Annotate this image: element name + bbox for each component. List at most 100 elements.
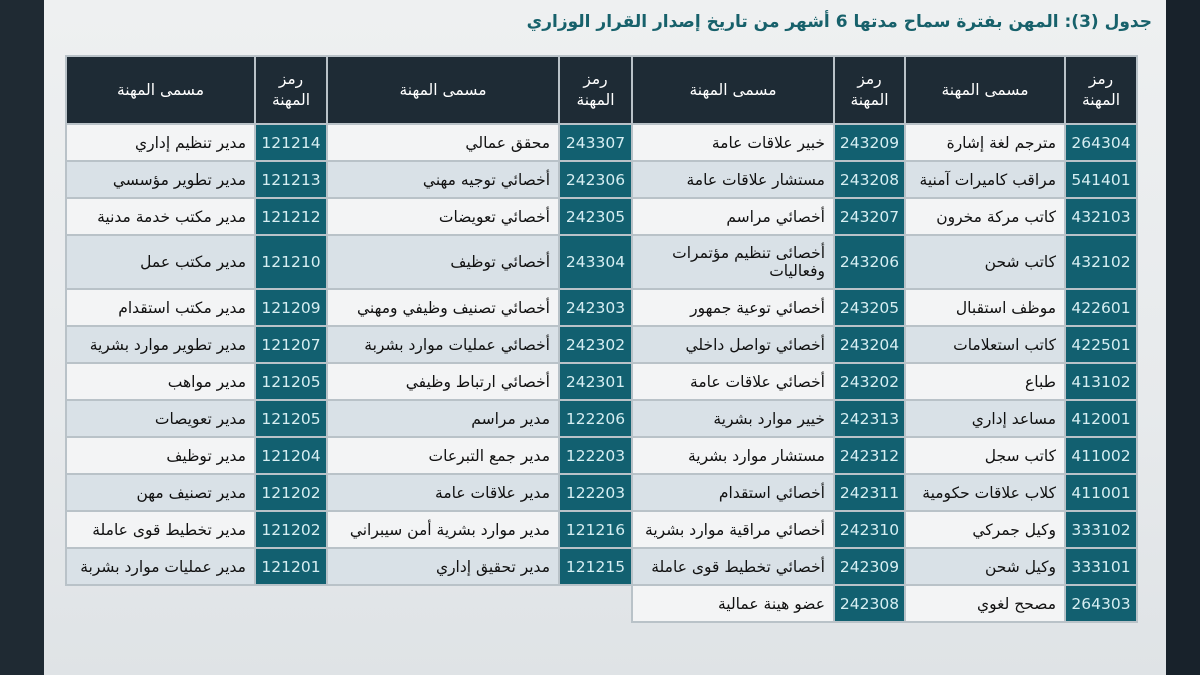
occupation-code: 422601 — [1064, 288, 1138, 327]
occupation-name: مدير مكتب عمل — [65, 234, 256, 290]
occupation-name: أخصائي توعية جمهور — [631, 288, 835, 327]
header-name: مسمى المهنة — [326, 55, 560, 125]
occupation-code: 242312 — [833, 436, 906, 475]
occupation-code: 121216 — [558, 510, 633, 549]
occupation-name: كاتب شحن — [904, 234, 1066, 290]
occupation-name: وكيل شحن — [904, 547, 1066, 586]
occupation-name: أخصائي تصنيف وظيفي ومهني — [326, 288, 560, 327]
table-row: 333101 وكيل شحن 242309 أخصائي تخطيط قوى عام… — [65, 547, 1138, 586]
occupation-code: 242309 — [833, 547, 906, 586]
occupation-code: 121204 — [254, 436, 328, 475]
occupation-code: 411002 — [1064, 436, 1138, 475]
occupation-code: 541401 — [1064, 160, 1138, 199]
occupation-code: 121205 — [254, 362, 328, 401]
occupation-code: 243204 — [833, 325, 906, 364]
occupation-name: مدير مكتب خدمة مدنية — [65, 197, 256, 236]
occupation-code: 243307 — [558, 123, 633, 162]
occupation-code: 242310 — [833, 510, 906, 549]
occupation-name: مساعد إداري — [904, 399, 1066, 438]
occupation-code: 121209 — [254, 288, 328, 327]
occupation-code: 121214 — [254, 123, 328, 162]
occupation-name: محقق عمالي — [326, 123, 560, 162]
occupation-name: مستشار علاقات عامة — [631, 160, 835, 199]
occupation-code: 121201 — [254, 547, 328, 586]
occupation-name: أخصائى تنظيم مؤتمرات وفعاليات — [631, 234, 835, 290]
occupation-code: 121202 — [254, 510, 328, 549]
occupation-code: 121207 — [254, 325, 328, 364]
table-row: 264303 مصحح لغوي 242308 عضو هينة عمالية — [66, 584, 1138, 623]
occupation-name: مدير تخطيط قوى عاملة — [65, 510, 256, 549]
occupation-name: مترجم لغة إشارة — [904, 123, 1066, 162]
occupation-name: مدير توظيف — [65, 436, 256, 475]
occupation-name: مصحح لغوي — [904, 584, 1066, 623]
occupations-table: رمز المهنة مسمى المهنة رمز المهنة مسمى ا… — [65, 55, 1138, 623]
occupation-name: أخصائي عمليات موارد بشربة — [326, 325, 560, 364]
occupation-code: 264304 — [1064, 123, 1138, 162]
occupation-name: أخصائي تعويضات — [326, 197, 560, 236]
occupation-name: أخصائي توجيه مهني — [326, 160, 560, 199]
header-name: مسمى المهنة — [65, 55, 256, 125]
header-code: رمز المهنة — [833, 55, 906, 125]
table-row: 413102 طباع 243202 أخصائي علاقات عامة 242301… — [65, 362, 1138, 401]
occupation-code: 243202 — [833, 362, 906, 401]
occupation-name: أخصائي علاقات عامة — [631, 362, 835, 401]
occupation-code: 122206 — [558, 399, 633, 438]
occupation-code: 121210 — [254, 234, 328, 290]
header-row: رمز المهنة مسمى المهنة رمز المهنة مسمى ا… — [65, 55, 1138, 125]
table-title: جدول (3): المهن بفترة سماح مدتها 6 أشهر … — [526, 12, 1152, 32]
occupation-code: 242306 — [558, 160, 633, 199]
occupation-name: أخصائي تخطيط قوى عاملة — [631, 547, 835, 586]
occupation-code: 122203 — [558, 473, 633, 512]
occupation-name: مدير تحقيق إداري — [326, 547, 560, 586]
occupation-name: أخصائي استقدام — [631, 473, 835, 512]
occupation-code: 121215 — [558, 547, 633, 586]
occupation-name: مدير مواهب — [65, 362, 256, 401]
occupation-name: مدير عمليات موارد بشربة — [65, 547, 256, 586]
table-row: 541401 مراقب كاميرات آمنية 243208 مستشار عل… — [65, 160, 1138, 199]
occupation-name: خيير موارد بشرية — [631, 399, 835, 438]
table-row: 422601 موظف استقبال 243205 أخصائي توعية جمه… — [65, 288, 1138, 327]
occupation-code: 243206 — [833, 234, 906, 290]
occupation-name: مدير تطوير مؤسسي — [65, 160, 256, 199]
occupation-code: 121212 — [254, 197, 328, 236]
occupation-name: أخصائي تواصل داخلي — [631, 325, 835, 364]
occupation-name: مدير موارد بشرية أمن سيبراني — [326, 510, 560, 549]
occupation-code: 412001 — [1064, 399, 1138, 438]
occupation-code: 333102 — [1064, 510, 1138, 549]
occupation-code: 242308 — [833, 584, 906, 623]
occupation-code: 243209 — [833, 123, 906, 162]
occupation-name: مستشار موارد بشرية — [631, 436, 835, 475]
header-name: مسمى المهنة — [904, 55, 1066, 125]
header-name: مسمى المهنة — [631, 55, 835, 125]
occupation-code: 243207 — [833, 197, 906, 236]
background-edge — [1166, 0, 1200, 675]
occupation-code: 243304 — [558, 234, 633, 290]
occupation-name: مدير تصنيف مهن — [65, 473, 256, 512]
occupation-name: أخصائي توظيف — [326, 234, 560, 290]
occupation-code: 242301 — [558, 362, 633, 401]
occupation-name: مراقب كاميرات آمنية — [904, 160, 1066, 199]
header-code: رمز المهنة — [254, 55, 328, 125]
occupation-name: طباع — [904, 362, 1066, 401]
occupation-name: مدير علاقات عامة — [326, 473, 560, 512]
occupation-name: مدير جمع التبرعات — [326, 436, 560, 475]
occupation-code: 121205 — [254, 399, 328, 438]
table-row: 411002 كاتب سجل 242312 مستشار موارد بشرية 12… — [65, 436, 1138, 475]
table-row: 432103 كاتب مركة مخرون 243207 أخصائي مراسم 2… — [65, 197, 1138, 236]
occupation-code: 121202 — [254, 473, 328, 512]
occupation-code: 432102 — [1064, 234, 1138, 290]
header-code: رمز المهنة — [558, 55, 633, 125]
occupation-code: 242311 — [833, 473, 906, 512]
occupation-code: 264303 — [1064, 584, 1138, 623]
occupation-name: مدير مراسم — [326, 399, 560, 438]
occupation-name: كلاب علاقات حكومية — [904, 473, 1066, 512]
empty-cell — [66, 585, 327, 622]
occupation-code: 333101 — [1064, 547, 1138, 586]
occupation-name: خبير علاقات عامة — [631, 123, 835, 162]
occupation-name: مدير تطوير موارد بشرية — [65, 325, 256, 364]
occupation-name: أخصائي مراسم — [631, 197, 835, 236]
table-row: 432102 كاتب شحن 243206 أخصائى تنظيم مؤتمرات… — [65, 234, 1138, 290]
table-row: 422501 كاتب استعلامات 243204 أخصائي تواصل د… — [65, 325, 1138, 364]
occupation-code: 413102 — [1064, 362, 1138, 401]
empty-cell — [327, 585, 632, 622]
